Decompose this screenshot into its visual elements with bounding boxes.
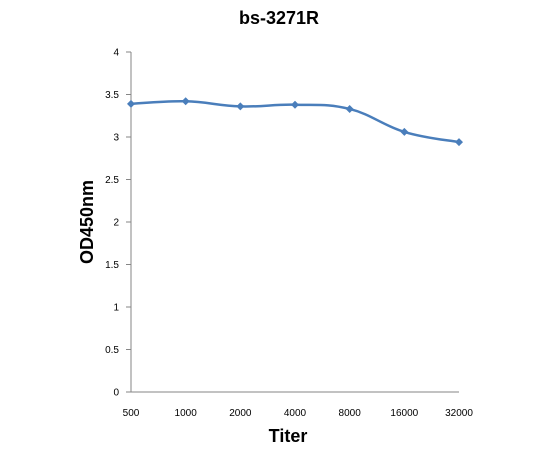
data-point-marker [345,104,354,113]
x-tick-label: 32000 [445,408,473,419]
chart-title: bs-3271R [239,8,319,28]
y-tick-label: 3 [113,133,119,144]
x-axis-label: Titer [269,426,308,446]
y-axis-label: OD450nm [77,180,97,264]
data-point-marker [455,138,463,147]
data-point-marker [181,97,190,106]
y-axis-ticks: 0 0.5 1 1.5 2 2.5 3 3.5 4 [105,48,131,399]
x-tick-label: 1000 [175,408,198,419]
y-tick-label: 0.5 [105,345,119,356]
y-tick-label: 3.5 [105,90,119,101]
series-layer [127,97,463,147]
y-tick-label: 1.5 [105,260,119,271]
data-point-marker [236,102,245,111]
y-tick-label: 2.5 [105,175,119,186]
data-point-marker [400,127,409,136]
data-point-marker [127,99,135,108]
data-point-marker [291,100,299,109]
x-tick-label: 500 [123,408,140,419]
x-tick-label: 8000 [339,408,362,419]
y-tick-label: 1 [113,303,119,314]
y-tick-label: 4 [113,48,119,59]
x-axis-ticks: 500 1000 2000 4000 8000 16000 32000 [123,408,474,419]
y-tick-label: 0 [113,388,119,399]
x-tick-label: 4000 [284,408,307,419]
x-tick-label: 16000 [390,408,418,419]
y-tick-label: 2 [113,218,119,229]
x-tick-label: 2000 [229,408,252,419]
